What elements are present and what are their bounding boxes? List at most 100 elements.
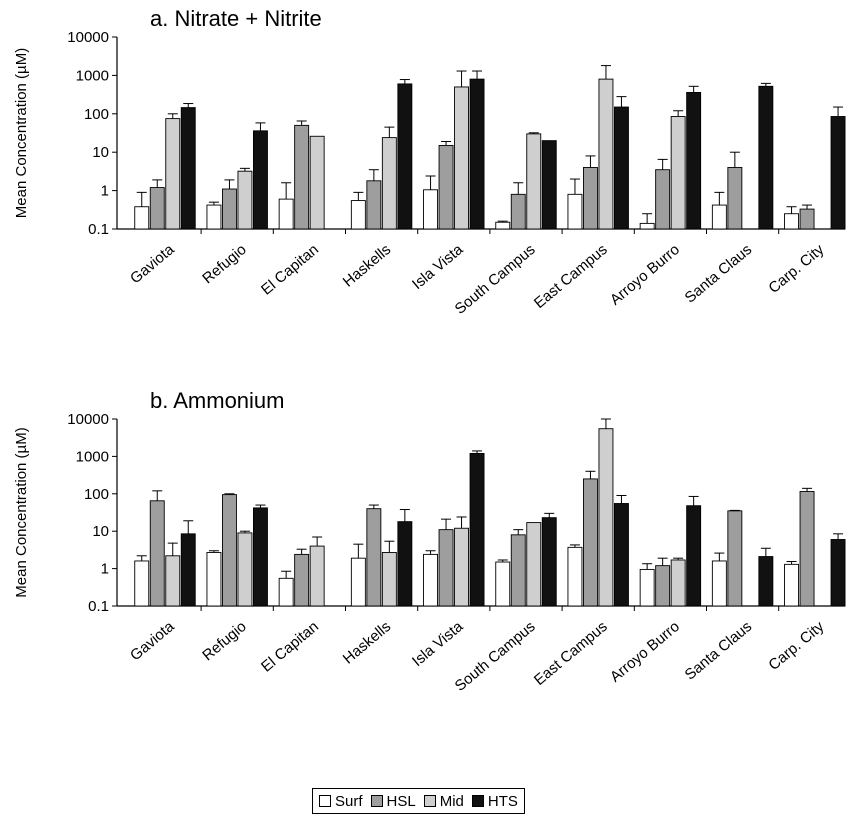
bar-hts (830, 116, 846, 230)
bar-surf (350, 557, 366, 607)
bar-hsl (149, 187, 165, 230)
chart-title: b. Ammonium (150, 388, 285, 413)
y-tick-label: 1 (101, 561, 109, 578)
bar-hsl (366, 508, 382, 607)
bar-mid (309, 545, 325, 607)
bar-hts (614, 503, 629, 607)
bar-surf (134, 206, 150, 230)
bar-hts (758, 556, 774, 607)
bar-hts (686, 91, 702, 230)
bar-surf (711, 560, 727, 607)
category-label: El Capitan (258, 241, 322, 299)
bar-surf (134, 560, 150, 607)
y-tick-label: 10000 (67, 29, 109, 46)
y-tick-label: 100 (84, 486, 109, 503)
bar-hsl (655, 169, 671, 230)
category-label: Isla Vista (409, 241, 467, 293)
legend-label-mid: Mid (439, 792, 464, 810)
bar-hts (469, 452, 485, 607)
bar-surf (567, 193, 583, 230)
bar-surf (206, 204, 222, 230)
category-label: Haskells (340, 241, 394, 290)
bar-mid (454, 86, 469, 230)
bar-hsl (655, 565, 671, 607)
bar-hts (397, 83, 413, 230)
bar-mid (670, 559, 686, 607)
bar-hsl (799, 208, 815, 230)
bar-hsl (438, 529, 454, 607)
bar-hts (469, 78, 485, 230)
bar-surf (784, 563, 799, 607)
category-label: Santa Claus (682, 618, 756, 684)
bar-hts (686, 505, 702, 607)
bar-mid (526, 522, 542, 607)
bar-surf (278, 198, 294, 230)
bar-hts (758, 85, 774, 230)
legend-swatch-hts (471, 795, 484, 807)
bar-surf (423, 189, 438, 230)
bar-hts (252, 130, 268, 230)
bar-mid (165, 555, 181, 607)
chart-title: a. Nitrate + Nitrite (150, 6, 322, 31)
bar-hts (541, 140, 557, 230)
bar-mid (670, 116, 686, 230)
legend: Surf HSL Mid HTS (312, 788, 525, 814)
category-label: Gaviota (127, 618, 178, 665)
bar-hsl (727, 167, 743, 230)
bar-hsl (583, 478, 598, 607)
y-tick-label: 0.1 (88, 221, 109, 238)
bar-mid (381, 552, 397, 607)
category-label: Arroyo Burro (607, 241, 683, 309)
bar-hsl (727, 510, 743, 607)
y-tick-label: 1000 (76, 67, 109, 84)
figure: a. Nitrate + Nitrite Mean Concentration (… (13, 6, 846, 695)
bar-hsl (438, 144, 454, 230)
y-tick-label: 100 (84, 106, 109, 123)
bar-surf (206, 552, 222, 607)
bar-mid (165, 118, 181, 230)
y-tick-label: 0.1 (88, 598, 109, 615)
bar-mid (598, 428, 614, 607)
bar-mid (237, 532, 253, 607)
y-tick-label: 10000 (67, 411, 109, 428)
y-axis-label: Mean Concentration (µM) (13, 427, 30, 597)
chart-panel-b: b. Ammonium Mean Concentration (µM) 0.1 1 10… (13, 388, 846, 695)
category-label: Haskells (340, 618, 394, 667)
category-label: Refugio (199, 241, 250, 287)
bar-hts (180, 533, 196, 607)
bar-surf (350, 200, 366, 230)
bar-mid (309, 135, 325, 230)
legend-label-hsl: HSL (386, 792, 416, 810)
bar-mid (526, 133, 542, 230)
bar-mid (598, 78, 614, 230)
bar-hsl (149, 500, 165, 607)
bar-surf (423, 553, 438, 607)
bar-hsl (294, 553, 310, 607)
category-label: Isla Vista (409, 618, 467, 670)
legend-swatch-surf (319, 795, 331, 807)
bar-mid (381, 137, 397, 230)
bar-hts (541, 517, 557, 607)
legend-label-surf: Surf (335, 792, 363, 810)
bar-hsl (510, 534, 526, 607)
bar-hts (614, 106, 629, 230)
bar-surf (711, 204, 727, 230)
legend-item-mid: Mid (423, 792, 464, 810)
bar-hsl (294, 124, 310, 230)
bar-hsl (221, 188, 237, 230)
category-label: El Capitan (258, 618, 322, 676)
bar-hts (830, 539, 846, 607)
legend-item-hsl: HSL (370, 792, 416, 810)
bar-hts (252, 507, 268, 607)
bar-surf (278, 577, 294, 607)
category-label: Refugio (199, 618, 250, 664)
category-label: Santa Claus (682, 241, 756, 307)
legend-swatch-hsl (370, 795, 383, 807)
y-tick-label: 1 (101, 183, 109, 200)
bar-hts (180, 107, 196, 230)
bar-hts (397, 521, 413, 607)
bar-mid (237, 170, 253, 230)
category-label: East Campus (531, 618, 611, 689)
legend-item-hts: HTS (471, 793, 518, 810)
y-tick-label: 10 (92, 523, 109, 540)
